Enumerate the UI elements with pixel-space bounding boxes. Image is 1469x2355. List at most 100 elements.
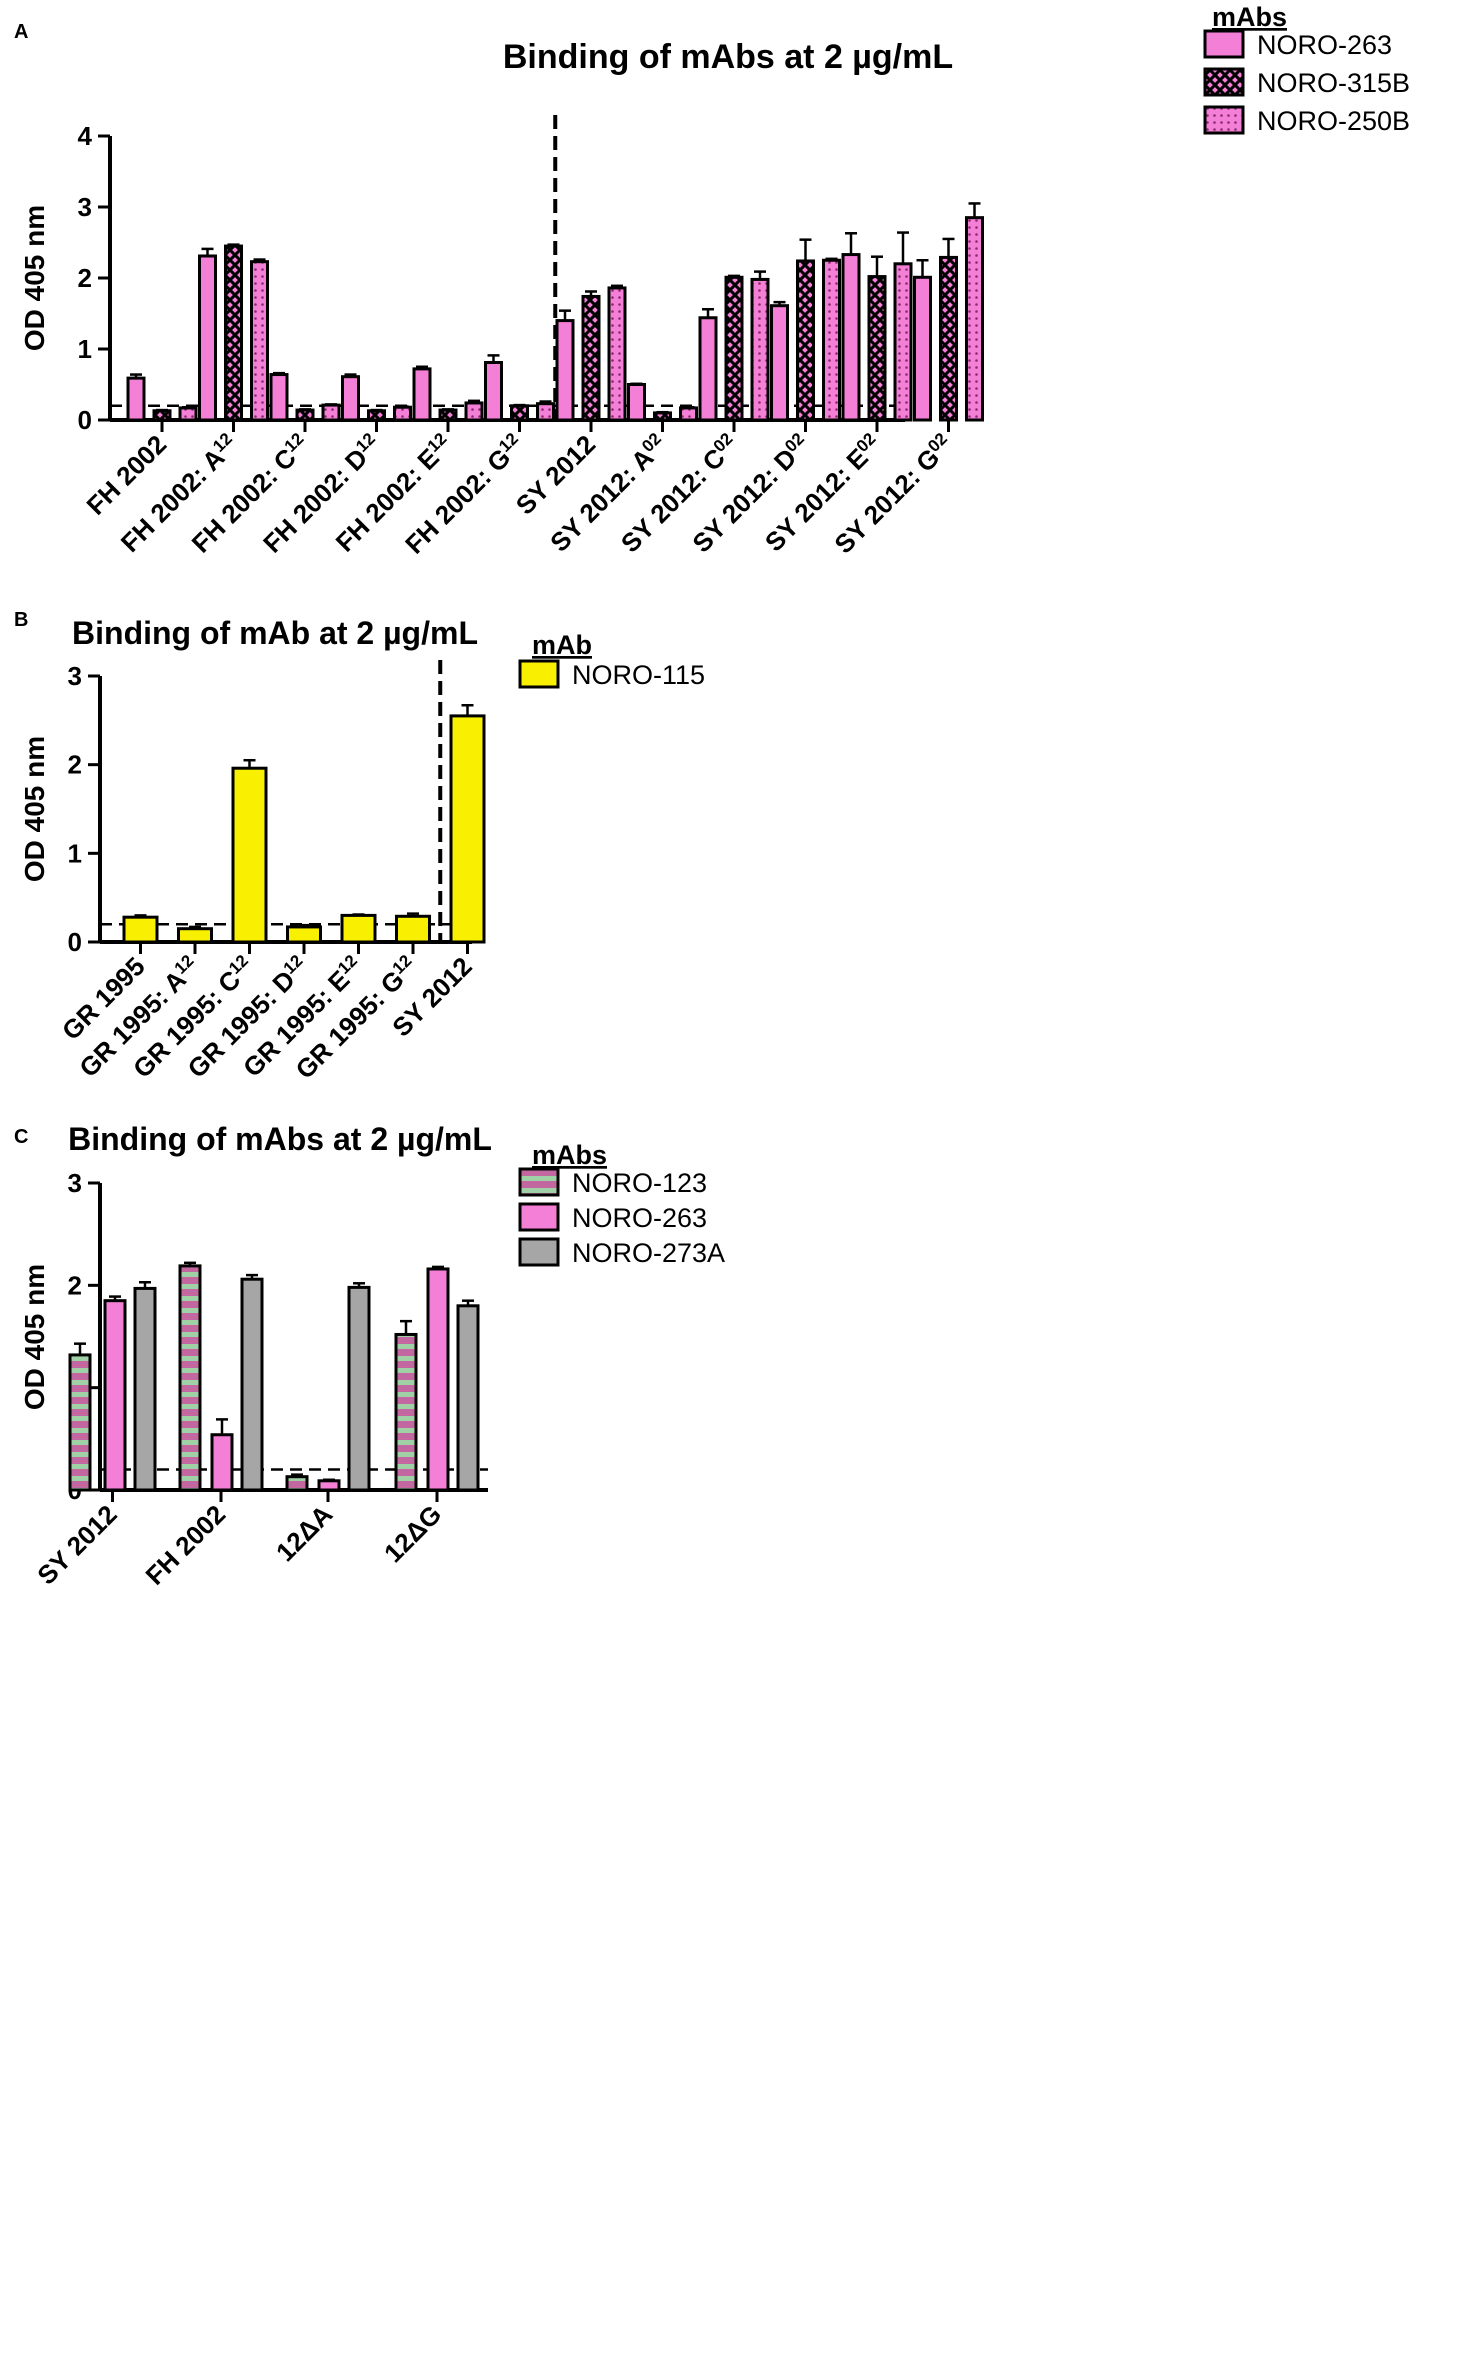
bar-noro-250b-4 [464, 401, 484, 422]
bar-noro-250b-3 [393, 405, 412, 422]
bar-noro-263-2 [317, 1479, 341, 1492]
bar-noro-315b-2 [295, 408, 315, 422]
panel-letter: B [14, 609, 28, 631]
bar-noro-263-9 [770, 304, 789, 422]
bar-noro-250b-2 [321, 403, 341, 422]
legend-label-noro-315b: NORO-315B [1257, 68, 1410, 98]
chart-title: Binding of mAbs at 2 µg/mL [68, 1121, 492, 1157]
bar-noro-115-1 [177, 927, 213, 944]
bar-noro-315b-4 [438, 408, 458, 422]
chart-title: Binding of mAbs at 2 µg/mL [503, 38, 953, 76]
x-tick-label: 12ΔG [378, 1499, 447, 1568]
bar-noro-263-6 [555, 319, 575, 422]
legend-label-noro-115: NORO-115 [572, 660, 705, 690]
bar-noro-115-3 [286, 925, 322, 944]
y-axis-label: OD 405 nm [19, 1264, 50, 1410]
bar-noro-115-4 [340, 913, 377, 944]
bar-noro-250b-8 [750, 277, 770, 422]
bar-noro-263-8 [698, 316, 718, 422]
legend-label-noro-263: NORO-263 [1257, 30, 1392, 60]
bar-noro-315b-9 [796, 259, 815, 422]
bar-noro-263-5 [484, 360, 503, 422]
bar-noro-250b-9 [822, 258, 841, 422]
legend-swatch-noro-263 [518, 1202, 560, 1232]
bar-noro-123-2 [285, 1475, 309, 1492]
y-tick-label: 1 [78, 334, 92, 364]
bar-noro-315b-10 [867, 275, 887, 422]
y-tick-label: 3 [68, 661, 82, 691]
bar-noro-273a-2 [347, 1285, 371, 1492]
bar-noro-273a-0 [133, 1286, 157, 1492]
bar-noro-263-7 [627, 383, 646, 422]
bar-noro-315b-11 [939, 255, 958, 422]
legend-title: mAbs [1212, 2, 1287, 32]
bar-noro-315b-5 [510, 404, 529, 422]
bar-noro-250b-0 [178, 406, 198, 422]
bar-noro-250b-7 [679, 406, 698, 422]
legend-label-noro-123: NORO-123 [572, 1168, 707, 1198]
bar-noro-315b-1 [224, 244, 243, 422]
panel-letter: A [14, 21, 28, 43]
legend-swatch-noro-115 [518, 659, 560, 689]
bar-noro-250b-5 [536, 402, 555, 422]
y-tick-label: 0 [68, 927, 82, 957]
bar-noro-263-1 [198, 254, 217, 422]
bar-noro-273a-3 [456, 1304, 480, 1492]
bar-noro-250b-6 [607, 286, 627, 422]
legend-swatch-noro-263 [1203, 29, 1245, 59]
legend-label-noro-263: NORO-263 [572, 1203, 707, 1233]
bar-noro-123-0 [68, 1353, 92, 1492]
y-tick-label: 4 [78, 121, 93, 151]
legend-swatch-noro-123 [518, 1167, 560, 1197]
y-tick-label: 2 [68, 750, 82, 780]
bar-noro-263-1 [210, 1433, 234, 1492]
bar-noro-263-0 [126, 376, 146, 422]
chart-title: Binding of mAb at 2 µg/mL [72, 615, 478, 651]
legend-title: mAbs [532, 1140, 607, 1170]
bar-noro-123-1 [178, 1264, 202, 1492]
bar-noro-250b-10 [893, 262, 913, 422]
panel-letter: C [14, 1126, 28, 1148]
y-tick-label: 2 [78, 263, 92, 293]
legend-swatch-noro-273a [518, 1237, 560, 1267]
bar-noro-115-5 [395, 914, 431, 944]
bar-noro-263-3 [426, 1267, 450, 1492]
bar-noro-263-0 [103, 1299, 127, 1492]
bar-noro-263-4 [412, 367, 432, 422]
bar-noro-115-2 [231, 766, 268, 944]
x-tick-label: FH 2002 [140, 1499, 232, 1591]
y-tick-label: 1 [68, 838, 82, 868]
legend-label-noro-250b: NORO-250B [1257, 106, 1410, 136]
bar-noro-273a-1 [240, 1277, 264, 1492]
y-axis-label: OD 405 nm [19, 736, 50, 882]
bar-noro-315b-3 [367, 409, 386, 422]
bar-noro-115-6 [449, 714, 486, 944]
x-tick-label: 12ΔA [270, 1499, 338, 1567]
legend-swatch-noro-250b [1203, 105, 1245, 135]
y-axis-label: OD 405 nm [19, 205, 50, 351]
bar-noro-115-0 [122, 915, 159, 944]
bar-noro-263-11 [913, 275, 932, 422]
bar-noro-315b-8 [724, 275, 744, 422]
chart-panel-a: A Binding of mAbs at 2 µg/mL OD 405 nm 0 1 2 3… [14, 2, 1410, 560]
bar-noro-250b-11 [965, 216, 984, 422]
y-tick-label: 2 [68, 1270, 82, 1300]
y-tick-label: 3 [78, 192, 92, 222]
y-tick-label: 0 [78, 405, 92, 435]
legend-label-noro-273a: NORO-273A [572, 1238, 725, 1268]
bar-noro-123-3 [394, 1332, 418, 1492]
bar-noro-315b-0 [152, 409, 172, 422]
legend-title: mAb [532, 630, 592, 660]
bar-noro-315b-6 [581, 294, 601, 422]
bar-noro-263-3 [341, 375, 360, 422]
x-tick-label: SY 2012 [31, 1499, 122, 1590]
bar-noro-263-2 [269, 373, 289, 422]
bar-noro-315b-7 [653, 411, 672, 422]
bar-noro-263-10 [841, 253, 861, 422]
